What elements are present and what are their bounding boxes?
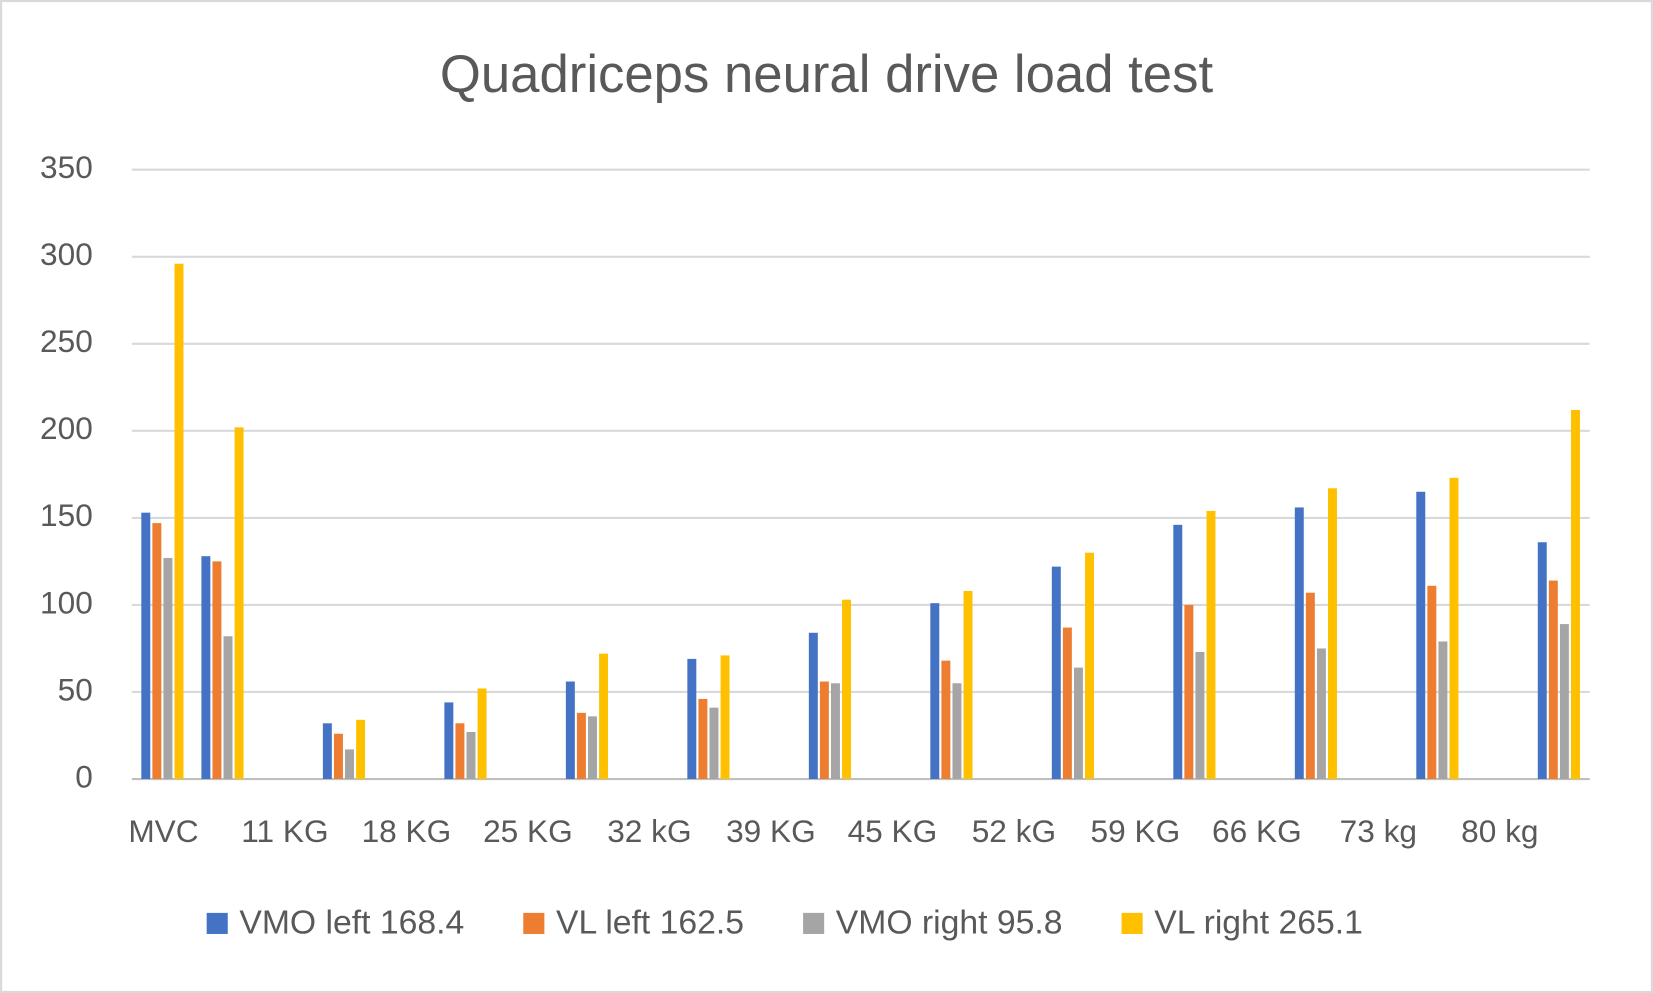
y-tick-label: 350 <box>40 149 93 185</box>
legend-label: VL left 162.5 <box>556 903 744 941</box>
bar <box>1570 409 1580 780</box>
bar <box>455 723 465 780</box>
bar <box>709 707 719 780</box>
bar <box>842 599 852 780</box>
y-tick-label: 0 <box>75 758 93 794</box>
x-tick-label: 11 KG <box>241 813 328 849</box>
x-tick-label: 59 KG <box>1091 813 1181 849</box>
bar <box>1173 524 1183 780</box>
x-tick-label: 66 KG <box>1212 813 1302 849</box>
bar <box>1085 552 1094 780</box>
y-tick-label: 250 <box>40 323 93 359</box>
x-tick-label: 80 kg <box>1461 813 1538 849</box>
x-tick-label: 39 KG <box>726 813 816 849</box>
bar <box>576 712 586 780</box>
bar <box>819 681 829 780</box>
bar <box>1195 651 1205 780</box>
bar <box>588 716 597 780</box>
bar <box>322 723 332 780</box>
bar <box>356 719 366 780</box>
legend-swatch <box>523 912 545 934</box>
x-tick-label: MVC <box>128 813 198 849</box>
legend-swatch <box>206 912 228 934</box>
bar <box>234 427 244 780</box>
bar <box>952 683 962 780</box>
bar <box>223 636 233 780</box>
x-tick-label: 18 KG <box>362 813 452 849</box>
bar <box>1184 604 1194 780</box>
legend-label: VMO right 95.8 <box>836 903 1063 941</box>
bar <box>345 749 354 780</box>
bar <box>1449 477 1459 780</box>
x-tick-label: 52 kG <box>972 813 1056 849</box>
bar <box>599 653 609 780</box>
bar <box>152 523 162 780</box>
bar <box>698 698 708 780</box>
y-tick-label: 200 <box>40 410 93 446</box>
x-tick-label: 32 kG <box>607 813 691 849</box>
bar <box>1073 667 1083 780</box>
bar <box>720 655 730 780</box>
bar <box>808 632 818 780</box>
bar <box>333 733 343 780</box>
bar <box>1305 592 1315 780</box>
bar <box>1537 542 1547 780</box>
bar <box>1427 585 1437 780</box>
legend-label: VL right 265.1 <box>1154 903 1363 941</box>
bar <box>141 512 151 780</box>
bar <box>687 658 697 780</box>
bar <box>174 263 184 780</box>
bar <box>212 561 222 780</box>
x-tick-label: 73 kg <box>1340 813 1417 849</box>
bar <box>1438 641 1448 780</box>
bar <box>466 732 476 780</box>
bar <box>1206 510 1216 780</box>
legend-swatch <box>803 912 825 934</box>
bar <box>1548 580 1558 780</box>
bar <box>941 660 951 780</box>
bar <box>1051 566 1061 780</box>
bar <box>1559 624 1569 780</box>
chart-title: Quadriceps neural drive load test <box>440 45 1214 104</box>
bar <box>565 681 575 780</box>
bar <box>444 702 454 780</box>
x-tick-label: 25 KG <box>483 813 573 849</box>
legend-label: VMO left 168.4 <box>239 903 464 941</box>
bar <box>1062 627 1072 780</box>
y-tick-label: 100 <box>40 584 93 620</box>
bar <box>163 557 173 780</box>
legend-swatch <box>1121 912 1143 934</box>
x-tick-label: 45 KG <box>848 813 938 849</box>
y-tick-label: 150 <box>40 497 93 533</box>
bar <box>963 590 973 780</box>
bar <box>1294 507 1304 780</box>
bar <box>1328 488 1337 780</box>
y-tick-label: 300 <box>40 236 93 272</box>
bar <box>201 556 211 780</box>
bar <box>1316 648 1326 780</box>
bar <box>930 603 940 780</box>
y-tick-label: 50 <box>58 671 93 707</box>
bar <box>477 688 487 780</box>
bar <box>1416 491 1426 780</box>
bar <box>830 683 840 780</box>
